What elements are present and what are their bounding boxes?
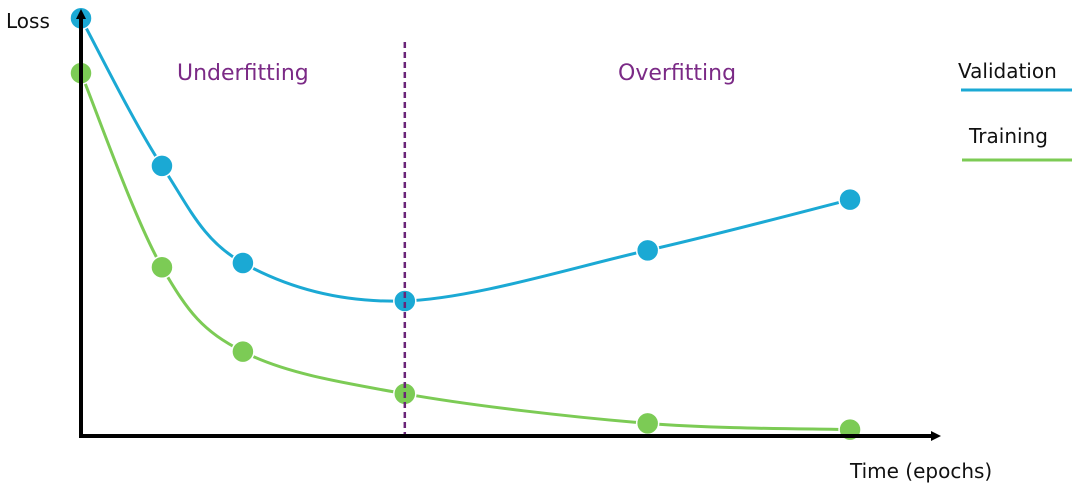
validation-point-2 (231, 251, 255, 275)
validation-point-3 (393, 289, 417, 313)
validation-point-4 (635, 238, 660, 263)
validation-point-5 (838, 187, 862, 212)
y-axis-label: Loss (6, 9, 50, 33)
overfitting-label: Overfitting (618, 61, 736, 86)
validation-point-1 (150, 154, 174, 178)
training-line (79, 72, 851, 432)
underfitting-label: Underfitting (177, 61, 309, 86)
axes (76, 9, 941, 441)
training-point-1 (150, 255, 174, 279)
legend-validation-label: Validation (958, 59, 1057, 83)
training-point-4 (635, 411, 660, 436)
x-axis-label: Time (epochs) (849, 459, 992, 483)
legend-training-label: Training (968, 124, 1048, 148)
training-point-2 (231, 339, 255, 364)
legend: Validation Training (958, 59, 1072, 162)
